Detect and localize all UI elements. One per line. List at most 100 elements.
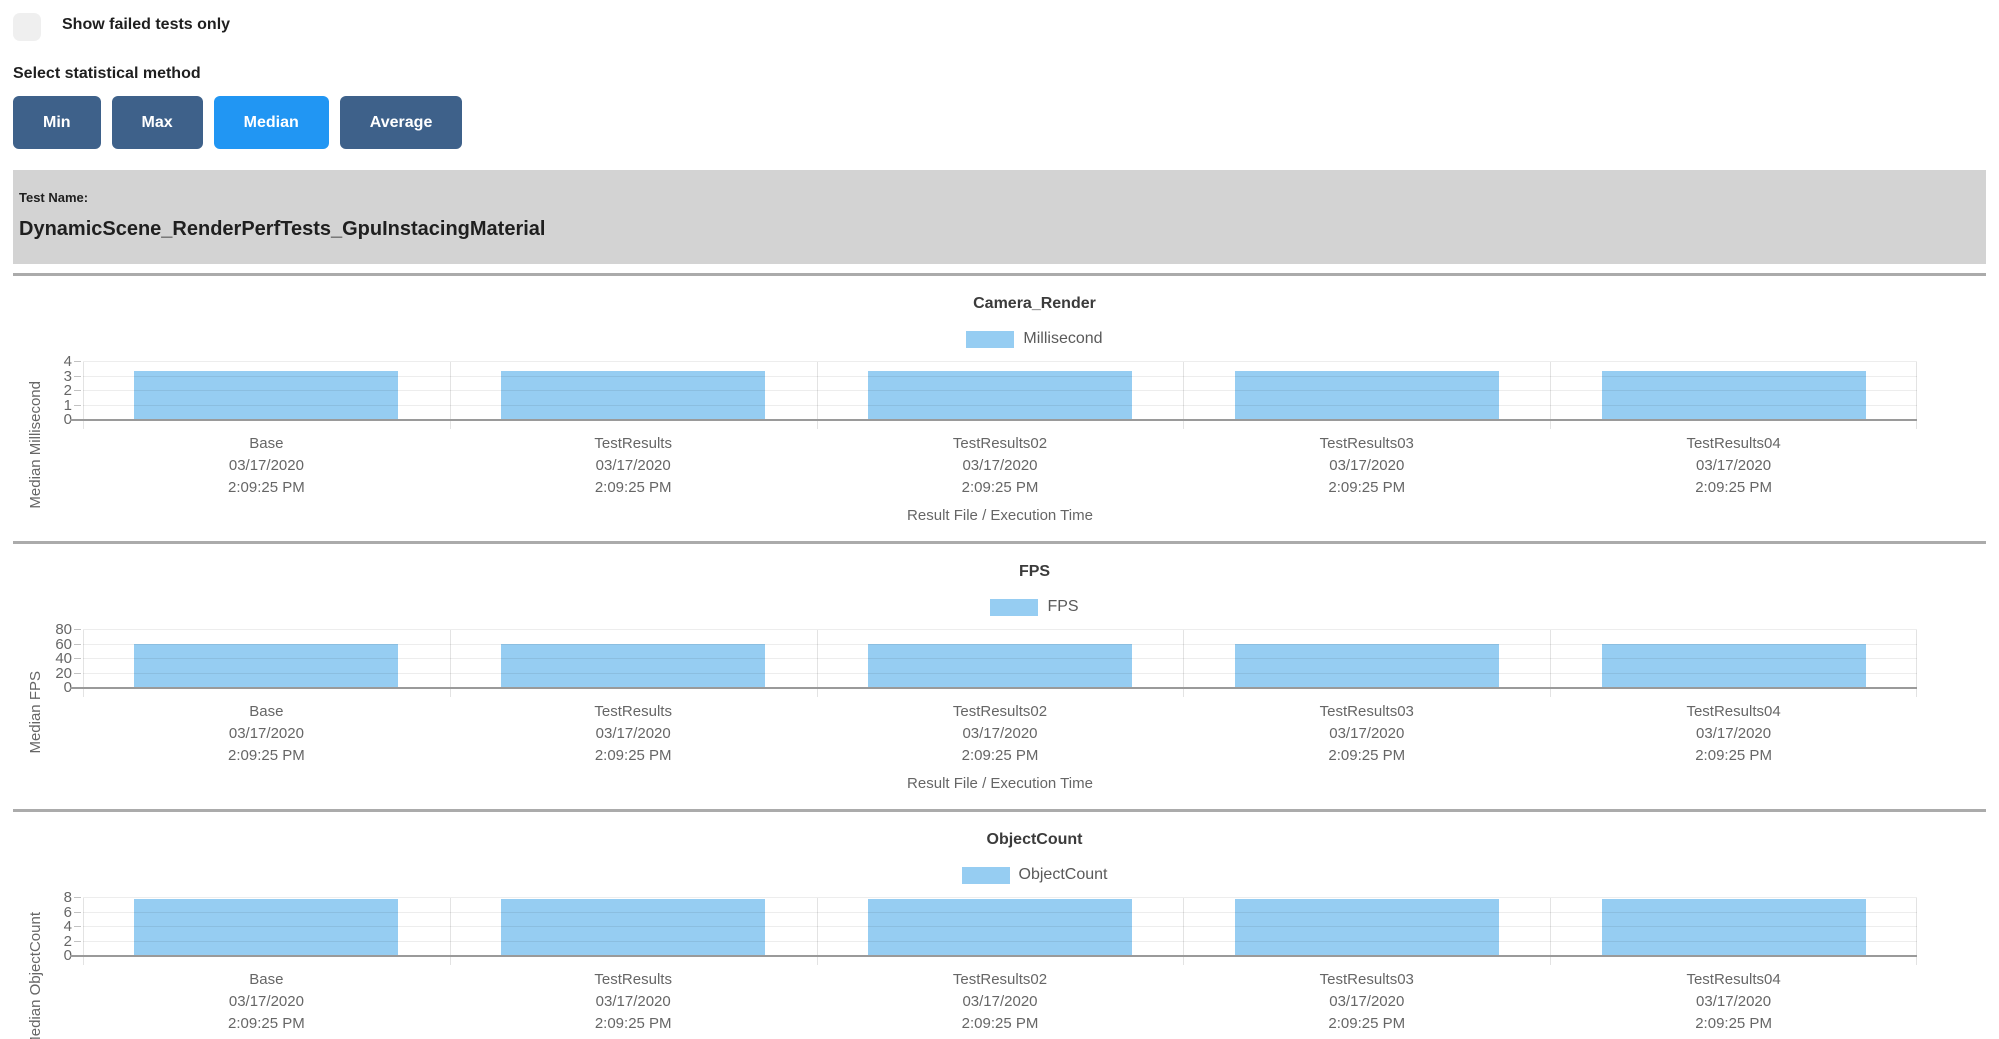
x-category-name: TestResults02 (952, 703, 1048, 720)
x-category-time: 2:09:25 PM (228, 747, 305, 764)
gridline (83, 911, 1917, 913)
x-category-time: 2:09:25 PM (1328, 747, 1406, 764)
stat-button-median[interactable]: Median (213, 96, 329, 149)
x-category-date: 03/17/2020 (1696, 457, 1772, 474)
category-gridline (83, 362, 84, 429)
x-category: TestResults 03/17/2020 2:09:25 PM (450, 969, 817, 1035)
chart-section-camera_render: Camera_Render Millisecond Median Millise… (13, 294, 1986, 544)
x-category-time: 2:09:25 PM (961, 479, 1039, 496)
bar-testresults02[interactable] (867, 644, 1133, 688)
show-failed-checkbox[interactable] (13, 13, 41, 41)
x-category-name: TestResults04 (1686, 703, 1781, 720)
gridline (83, 672, 1917, 674)
x-category-name: TestResults03 (1319, 703, 1414, 720)
bar-testresults[interactable] (501, 370, 766, 420)
bar-testresults04[interactable] (1601, 370, 1866, 420)
x-category-date: 03/17/2020 (1329, 725, 1405, 742)
x-axis-line (70, 687, 1917, 689)
bar-testresults04[interactable] (1601, 898, 1866, 956)
bar-slot (817, 362, 1184, 420)
bar-testresults03[interactable] (1234, 370, 1499, 420)
x-category-time: 2:09:25 PM (961, 747, 1039, 764)
gridline (83, 940, 1917, 942)
separator (13, 809, 1986, 812)
y-tick-mark (74, 897, 81, 898)
y-tick-label: 4 (63, 918, 72, 935)
x-axis-label: Result File / Execution Time (907, 775, 1093, 792)
category-gridline (83, 630, 84, 697)
bar-base[interactable] (134, 644, 399, 688)
legend-label: Millisecond (1023, 330, 1103, 347)
bar-testresults[interactable] (501, 898, 766, 956)
x-category: TestResults03 03/17/2020 2:09:25 PM (1183, 969, 1550, 1035)
x-category-name: TestResults (594, 971, 672, 988)
stat-button-average[interactable]: Average (339, 96, 463, 149)
bar-base[interactable] (134, 898, 399, 956)
gridline (83, 629, 1917, 630)
x-category-time: 2:09:25 PM (1328, 479, 1406, 496)
y-tick-label: 3 (63, 367, 72, 385)
bar-slot (83, 898, 450, 956)
x-category-date: 03/17/2020 (228, 993, 304, 1010)
test-name-bar: Test Name: DynamicScene_RenderPerfTests_… (13, 170, 1986, 264)
category-gridline (816, 362, 818, 429)
y-tick-label: 0 (63, 411, 72, 428)
stat-method-label: Select statistical method (13, 65, 201, 82)
x-category: TestResults02 03/17/2020 2:09:25 PM (817, 969, 1184, 1035)
y-tick-mark (74, 940, 81, 942)
bar-testresults04[interactable] (1601, 644, 1866, 688)
bar-testresults03[interactable] (1234, 644, 1499, 688)
bar-testresults[interactable] (501, 644, 766, 688)
category-gridline (1183, 630, 1185, 697)
bar-testresults02[interactable] (867, 898, 1133, 956)
category-gridline (449, 898, 451, 965)
x-category: TestResults04 03/17/2020 2:09:25 PM (1550, 969, 1917, 1035)
bar-slots (83, 630, 1917, 688)
y-tick-mark (74, 404, 81, 406)
x-category: Base 03/17/2020 2:09:25 PM (83, 701, 450, 767)
plot-area[interactable]: 0 20 40 60 80 (55, 621, 1917, 697)
bar-testresults03[interactable] (1234, 898, 1499, 956)
x-category-name: TestResults03 (1319, 971, 1414, 988)
bar-base[interactable] (134, 370, 399, 420)
bar-slot (817, 630, 1184, 688)
x-category-date: 03/17/2020 (962, 993, 1038, 1010)
x-category-date: 03/17/2020 (1329, 993, 1405, 1010)
gridline (83, 926, 1917, 927)
y-tick-mark (74, 911, 81, 913)
x-category: Base 03/17/2020 2:09:25 PM (83, 433, 450, 499)
x-category-name: TestResults04 (1686, 435, 1781, 452)
legend-label: ObjectCount (1018, 866, 1108, 883)
category-gridline (1183, 362, 1185, 429)
y-tick-label: 0 (63, 947, 72, 964)
x-category-time: 2:09:25 PM (228, 1015, 305, 1032)
chart-legend: FPS (83, 598, 1986, 616)
y-tick-label: 0 (63, 679, 72, 696)
bar-slots (83, 362, 1917, 420)
x-categories: Base 03/17/2020 2:09:25 PM TestResults 03/17… (83, 701, 1917, 767)
gridline (83, 897, 1917, 898)
stat-button-max[interactable]: Max (111, 96, 203, 149)
stat-button-min[interactable]: Min (13, 96, 101, 149)
y-tick-label: 4 (63, 353, 72, 370)
stat-method-buttons: Min Max Median Average (13, 96, 1986, 149)
x-category-name: Base (249, 435, 284, 452)
x-category-time: 2:09:25 PM (228, 479, 305, 496)
gridline (83, 658, 1917, 659)
category-gridline (1183, 898, 1185, 965)
x-categories: Base 03/17/2020 2:09:25 PM TestResults 03/17… (83, 433, 1917, 499)
x-category-time: 2:09:25 PM (961, 1015, 1039, 1032)
bar-testresults02[interactable] (867, 370, 1133, 420)
x-category: TestResults 03/17/2020 2:09:25 PM (450, 701, 817, 767)
x-category-date: 03/17/2020 (595, 993, 671, 1010)
chart-title: FPS (1018, 563, 1051, 580)
x-category-name: Base (249, 971, 284, 988)
separator (13, 273, 1986, 276)
chart-legend: ObjectCount (83, 866, 1986, 884)
y-tick-label: 6 (63, 903, 72, 921)
chart-row: Median FPS 0 20 40 60 80 Base 03/17/2020 2:09:… (13, 621, 1986, 795)
